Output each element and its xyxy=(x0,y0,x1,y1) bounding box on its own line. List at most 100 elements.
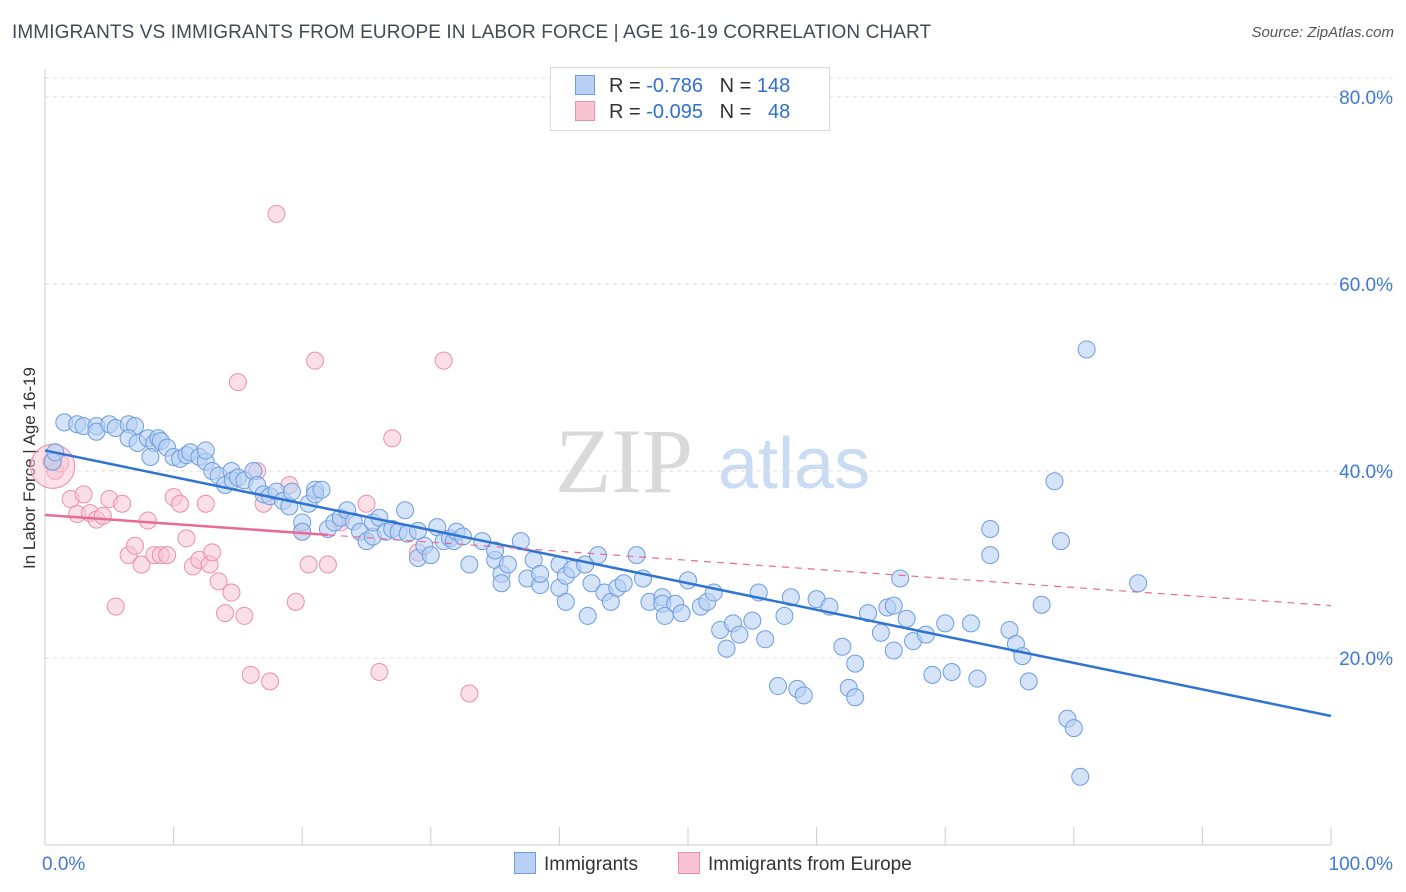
data-point-pink xyxy=(235,606,254,625)
data-point-pink xyxy=(158,546,177,565)
data-point-blue xyxy=(871,623,890,642)
data-point-pink xyxy=(241,665,260,684)
data-point-blue xyxy=(498,555,517,574)
chart-title: IMMIGRANTS VS IMMIGRANTS FROM EUROPE IN … xyxy=(12,22,932,43)
data-point-blue xyxy=(897,609,916,628)
tick-labels: 20.0% 40.0% 60.0% 80.0% 0.0% 100.0% xyxy=(42,88,1393,875)
data-point-pink xyxy=(383,429,402,448)
data-point-pink xyxy=(196,494,215,513)
data-point-blue xyxy=(846,654,865,673)
data-point-blue xyxy=(794,686,813,705)
trend-line-europe-dashed xyxy=(327,534,1332,607)
data-point-blue xyxy=(833,637,852,656)
data-point-pink xyxy=(286,592,305,611)
data-point-blue xyxy=(679,571,697,590)
legend-row-immigrants-from-europe: R = -0.095 N = 48 xyxy=(575,101,790,127)
grid-lines xyxy=(45,77,1393,659)
legend-n-value: 48 xyxy=(768,101,791,123)
data-point-blue xyxy=(460,555,479,574)
watermark: ZIP atlas xyxy=(555,410,870,512)
data-point-pink xyxy=(216,604,235,623)
y-tick-label: 60.0% xyxy=(1339,275,1393,296)
legend-n-label: N = xyxy=(719,75,752,97)
data-point-blue xyxy=(588,546,607,565)
data-point-blue xyxy=(1064,719,1083,738)
y-tick-label: 20.0% xyxy=(1339,649,1393,670)
bottom-legend-label: Immigrants xyxy=(544,854,638,875)
data-point-blue xyxy=(672,604,691,623)
data-point-blue xyxy=(961,614,980,633)
bottom-legend-swatch-pink xyxy=(678,852,700,874)
data-point-blue xyxy=(196,441,215,460)
data-point-pink xyxy=(370,663,389,682)
data-point-pink xyxy=(177,529,196,548)
data-point-blue xyxy=(312,480,331,499)
data-point-pink xyxy=(357,494,376,513)
legend-n-value: 148 xyxy=(756,75,791,97)
data-point-blue xyxy=(781,588,800,607)
data-point-pink xyxy=(228,373,247,392)
data-point-blue xyxy=(769,677,788,696)
data-point-blue xyxy=(627,546,646,565)
bottom-legend-immigrants: Immigrants xyxy=(514,852,638,876)
data-point-blue xyxy=(891,569,910,588)
data-point-pink xyxy=(171,494,190,513)
data-point-blue xyxy=(775,606,794,625)
data-point-blue xyxy=(884,641,903,660)
legend-swatch-blue xyxy=(575,75,595,95)
data-point-pink xyxy=(93,506,112,525)
watermark-atlas: atlas xyxy=(718,424,870,504)
data-point-pink xyxy=(132,555,151,574)
data-point-blue xyxy=(756,630,775,649)
data-point-blue xyxy=(408,521,427,540)
data-point-blue xyxy=(968,669,987,688)
data-point-blue xyxy=(1077,340,1096,359)
bottom-legend-immigrants-from-europe: Immigrants from Europe xyxy=(678,852,912,876)
data-point-blue xyxy=(282,482,301,501)
data-point-blue xyxy=(1071,767,1090,786)
x-tick-label: 100.0% xyxy=(1329,854,1394,875)
data-point-pink xyxy=(434,351,453,370)
data-point-pink xyxy=(299,555,318,574)
data-point-blue xyxy=(486,541,505,560)
data-point-blue xyxy=(614,574,633,593)
series-immigrants xyxy=(43,340,1148,786)
data-point-blue xyxy=(717,639,736,658)
data-point-blue xyxy=(1051,532,1070,551)
data-point-pink xyxy=(74,485,93,504)
trend-line-europe-solid xyxy=(44,513,329,537)
bottom-legend-label: Immigrants from Europe xyxy=(708,854,912,875)
data-point-pink xyxy=(203,543,222,562)
data-point-blue xyxy=(1032,595,1051,614)
bottom-legend-swatch-blue xyxy=(514,852,536,874)
data-point-pink xyxy=(318,555,337,574)
data-point-pink xyxy=(261,672,280,691)
data-point-blue xyxy=(981,546,1000,565)
legend-r-label: R = xyxy=(609,101,641,123)
data-point-blue xyxy=(884,596,903,615)
data-point-pink xyxy=(267,204,286,223)
data-point-pink xyxy=(126,536,145,555)
y-tick-label: 80.0% xyxy=(1339,88,1393,109)
data-point-blue xyxy=(1129,574,1148,593)
data-point-blue xyxy=(942,663,961,682)
y-tick-label: 40.0% xyxy=(1339,462,1393,483)
data-point-pink xyxy=(460,684,479,703)
data-point-blue xyxy=(492,574,511,593)
data-point-blue xyxy=(578,606,597,625)
legend-row-immigrants: R = -0.786 N = 148 xyxy=(575,75,790,101)
data-point-blue xyxy=(936,614,955,633)
source-label: Source: ZipAtlas.com xyxy=(1251,24,1394,41)
data-point-blue xyxy=(1045,472,1064,491)
data-point-pink xyxy=(106,597,125,616)
watermark-zip: ZIP xyxy=(555,410,693,512)
legend-r-value: -0.095 xyxy=(646,101,703,123)
data-point-pink xyxy=(222,583,241,602)
data-point-blue xyxy=(556,592,575,611)
legend-r-label: R = xyxy=(609,75,641,97)
x-tick-label: 0.0% xyxy=(42,854,85,875)
data-point-blue xyxy=(582,574,601,593)
trend-line-immigrants xyxy=(44,449,1332,718)
data-point-blue xyxy=(846,688,865,707)
